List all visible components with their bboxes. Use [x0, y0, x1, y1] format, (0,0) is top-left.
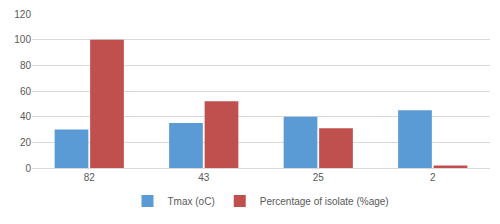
svg-text:Tmax (oC): Tmax (oC): [168, 196, 215, 207]
svg-text:80: 80: [20, 60, 32, 71]
svg-text:82: 82: [84, 172, 96, 183]
svg-text:40: 40: [20, 111, 32, 122]
svg-text:100: 100: [14, 34, 31, 45]
svg-text:0: 0: [25, 163, 31, 174]
svg-text:20: 20: [20, 137, 32, 148]
svg-text:60: 60: [20, 86, 32, 97]
svg-text:25: 25: [313, 172, 325, 183]
svg-text:43: 43: [198, 172, 210, 183]
svg-text:2: 2: [430, 172, 436, 183]
svg-text:Percentage of isolate (%age): Percentage of isolate (%age): [260, 196, 389, 207]
svg-text:120: 120: [14, 9, 31, 20]
